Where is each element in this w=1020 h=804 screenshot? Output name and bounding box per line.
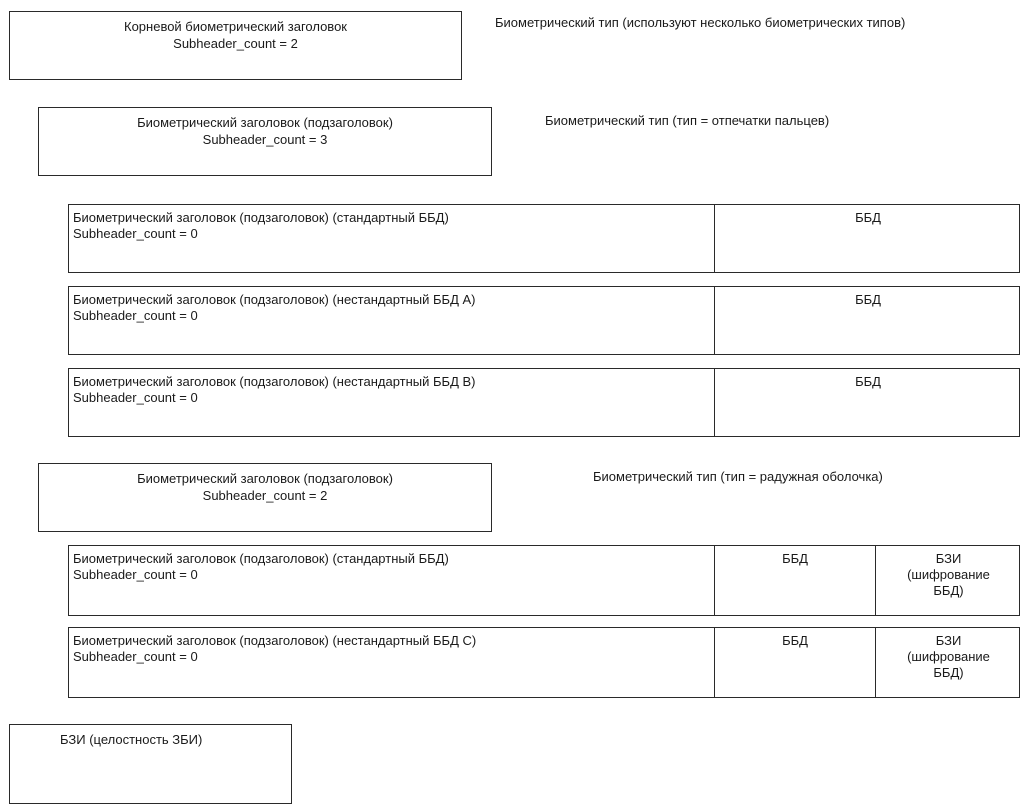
iris-header-title: Биометрический заголовок (подзаголовок): [137, 471, 393, 486]
row-header-text: Биометрический заголовок (подзаголовок) …: [69, 628, 1019, 665]
sb-cell: БЗИ (шифрование ББД): [875, 628, 1020, 697]
bdb-cell: ББД: [714, 369, 1020, 436]
fingerprint-header-count: Subheader_count = 3: [202, 132, 328, 147]
row-title: Биометрический заголовок (подзаголовок) …: [73, 374, 476, 389]
iris-header-count: Subheader_count = 2: [202, 488, 328, 503]
sb-note: (шифрование: [907, 567, 990, 582]
bdb-label: ББД: [855, 374, 881, 389]
fingerprint-row-standard: Биометрический заголовок (подзаголовок) …: [68, 204, 1020, 273]
sb-note-end: ББД): [933, 583, 964, 598]
root-header-title: Корневой биометрический заголовок: [124, 19, 347, 34]
row-count: Subheader_count = 0: [73, 226, 198, 241]
sb-label: БЗИ: [935, 633, 962, 648]
sb-note-end: ББД): [933, 665, 964, 680]
fingerprint-row-nonstandard-a: Биометрический заголовок (подзаголовок) …: [68, 286, 1020, 355]
signature-block-box: БЗИ (целостность ЗБИ): [9, 724, 292, 804]
row-title: Биометрический заголовок (подзаголовок) …: [73, 551, 449, 566]
iris-header-box: Биометрический заголовок (подзаголовок) …: [38, 463, 492, 532]
root-header-count: Subheader_count = 2: [173, 36, 298, 51]
sb-note: (шифрование: [907, 649, 990, 664]
bdb-cell: ББД: [714, 287, 1020, 354]
fingerprint-header-box: Биометрический заголовок (подзаголовок) …: [38, 107, 492, 176]
bdb-label: ББД: [855, 210, 881, 225]
sb-label: БЗИ: [935, 551, 962, 566]
bdb-label: ББД: [855, 292, 881, 307]
fingerprint-row-nonstandard-b: Биометрический заголовок (подзаголовок) …: [68, 368, 1020, 437]
bdb-cell: ББД: [714, 628, 875, 697]
row-count: Subheader_count = 0: [73, 649, 198, 664]
iris-row-nonstandard-c: Биометрический заголовок (подзаголовок) …: [68, 627, 1020, 698]
sb-cell: БЗИ (шифрование ББД): [875, 546, 1020, 615]
fingerprint-biometric-type-label: Биометрический тип (тип = отпечатки паль…: [545, 113, 830, 128]
bdb-label: ББД: [782, 551, 808, 566]
iris-row-standard: Биометрический заголовок (подзаголовок) …: [68, 545, 1020, 616]
row-count: Subheader_count = 0: [73, 390, 198, 405]
row-header-text: Биометрический заголовок (подзаголовок) …: [69, 546, 1019, 583]
row-header-text: Биометрический заголовок (подзаголовок) …: [69, 205, 1019, 242]
row-title: Биометрический заголовок (подзаголовок) …: [73, 633, 477, 648]
bdb-cell: ББД: [714, 546, 875, 615]
row-count: Subheader_count = 0: [73, 567, 198, 582]
row-title: Биометрический заголовок (подзаголовок) …: [73, 292, 476, 307]
bdb-cell: ББД: [714, 205, 1020, 272]
fingerprint-header-title: Биометрический заголовок (подзаголовок): [137, 115, 393, 130]
row-header-text: Биометрический заголовок (подзаголовок) …: [69, 369, 1019, 406]
row-header-text: Биометрический заголовок (подзаголовок) …: [69, 287, 1019, 324]
row-title: Биометрический заголовок (подзаголовок) …: [73, 210, 449, 225]
row-count: Subheader_count = 0: [73, 308, 198, 323]
signature-block-title: БЗИ (целостность ЗБИ): [60, 732, 203, 747]
root-header-box: Корневой биометрический заголовок Subhea…: [9, 11, 462, 80]
bdb-label: ББД: [782, 633, 808, 648]
root-biometric-type-label: Биометрический тип (используют несколько…: [495, 15, 906, 30]
iris-biometric-type-label: Биометрический тип (тип = радужная оболо…: [593, 469, 883, 484]
